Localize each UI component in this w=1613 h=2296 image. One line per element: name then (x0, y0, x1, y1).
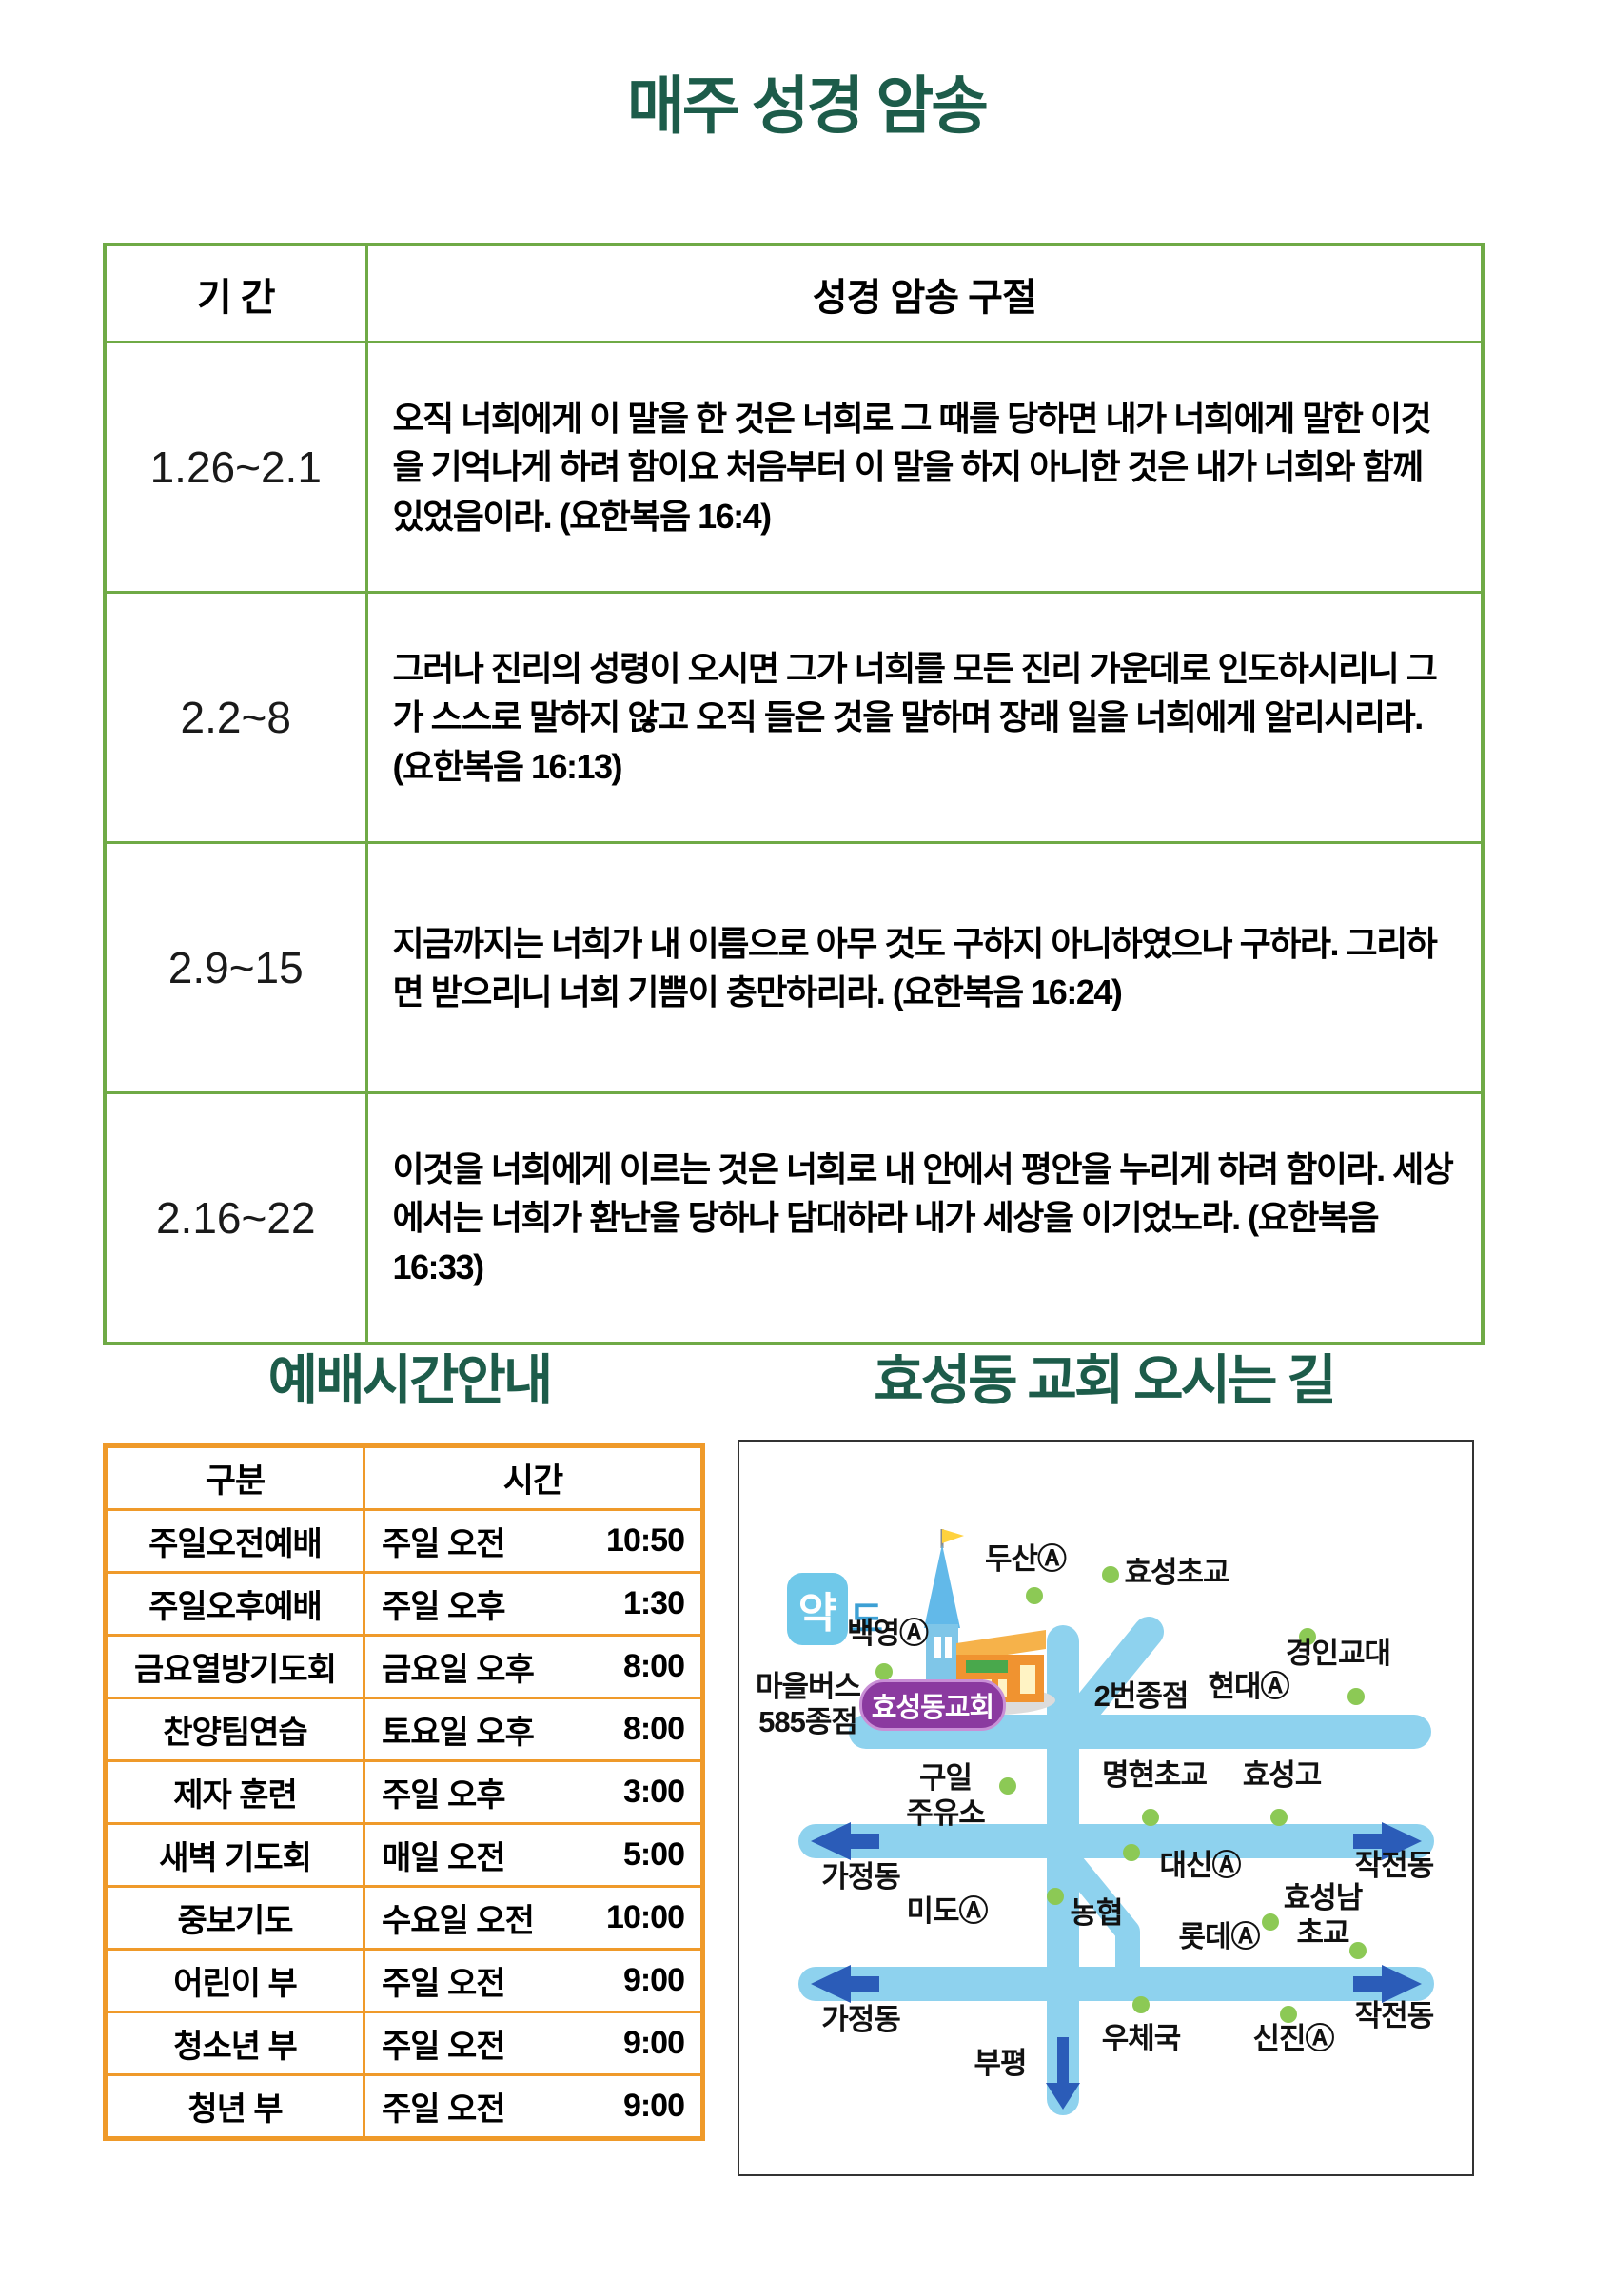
map-label-bupyeong: 부평 (974, 2047, 1027, 2080)
map-label-sinjin: 신진Ⓐ (1252, 2022, 1334, 2055)
directions-title: 효성동 교회 오시는 길 (874, 1350, 1336, 1411)
worship-schedule-title: 예배시간안내 (267, 1350, 554, 1411)
page-title: 매주 성경 암송 (627, 70, 989, 141)
service-time: 9:00 (622, 1962, 685, 1998)
table-row: 2.9~15 지금까지는 너희가 내 이름으로 아무 것도 구하지 아니하였으나… (103, 841, 1485, 1094)
service-day: 주일 오후 (382, 1589, 506, 1625)
service-name: 중보기도 (104, 1885, 365, 1951)
map-label-nonghyup: 농협 (1070, 1896, 1123, 1930)
period-cell: 1.26~2.1 (103, 341, 368, 594)
service-day: 금요일 오후 (382, 1652, 535, 1688)
table-row: 1.26~2.1 오직 너희에게 이 말을 한 것은 너희로 그 때를 당하면 … (103, 341, 1485, 594)
service-time: 1:30 (622, 1585, 685, 1621)
map-label-jakjeon-lower: 작전동 (1354, 1999, 1435, 2032)
map-label-guil: 구일 주유소 (906, 1761, 986, 1830)
name-header: 구분 (104, 1444, 365, 1511)
map-label-mido: 미도Ⓐ (906, 1894, 988, 1928)
direction-arrows (811, 1822, 1422, 2110)
directions-map: 약 도 효성동교회 두산Ⓐ 효성초교 백영Ⓐ 경인교대 마을버스 585종점 2… (738, 1440, 1474, 2176)
service-name: 청년 부 (104, 2073, 365, 2140)
service-time: 5:00 (622, 1836, 685, 1873)
map-label-jakjeon-upper: 작전동 (1354, 1849, 1435, 1882)
verse-cell: 이것을 너희에게 이르는 것은 너희로 내 안에서 평안을 누리게 하려 함이라… (364, 1091, 1485, 1345)
table-row: 2.2~8 그러나 진리의 성령이 오시면 그가 너희를 모든 진리 가운데로 … (103, 591, 1485, 844)
verse-cell: 지금까지는 너희가 내 이름으로 아무 것도 구하지 아니하였으나 구하라. 그… (364, 841, 1485, 1094)
table-row: 2.16~22 이것을 너희에게 이르는 것은 너희로 내 안에서 평안을 누리… (103, 1091, 1485, 1345)
table-row: 새벽 기도회 매일 오전 5:00 (104, 1822, 704, 1888)
table-row: 어린이 부 주일 오전 9:00 (104, 1948, 704, 2013)
service-name: 금요열방기도회 (104, 1634, 365, 1699)
schedule-table: 구분 시간 주일오전예배 주일 오전 10:50 주일오후예배 주일 오후 1:30… (103, 1443, 705, 2141)
map-label-lotte: 롯데Ⓐ (1178, 1920, 1260, 1953)
map-label-gajeong-lower: 가정동 (821, 2003, 901, 2036)
verse-header: 성경 암송 구절 (364, 243, 1485, 343)
map-label-hyosungnam: 효성남 초교 (1283, 1881, 1364, 1950)
schedule-header-row: 구분 시간 (104, 1444, 704, 1511)
table-row: 제자 훈련 주일 오후 3:00 (104, 1759, 704, 1825)
table-row: 청소년 부 주일 오전 9:00 (104, 2011, 704, 2076)
service-name: 찬양팀연습 (104, 1697, 365, 1762)
period-cell: 2.9~15 (103, 841, 368, 1094)
table-row: 찬양팀연습 토요일 오후 8:00 (104, 1697, 704, 1762)
table-row: 주일오후예배 주일 오후 1:30 (104, 1571, 704, 1637)
service-day: 주일 오전 (382, 1526, 506, 1562)
map-label-terminal2: 2번종점 (1093, 1679, 1190, 1713)
service-day: 주일 오후 (382, 1777, 506, 1814)
table-row: 청년 부 주일 오전 9:00 (104, 2073, 704, 2140)
service-time: 9:00 (622, 2025, 685, 2061)
service-time: 8:00 (622, 1648, 685, 1684)
map-label-maeulbus: 마을버스 585종점 (755, 1670, 861, 1738)
map-label-hyundai: 현대Ⓐ (1208, 1670, 1289, 1703)
period-cell: 2.2~8 (103, 591, 368, 844)
map-location-dots (875, 1566, 1367, 2023)
table-row: 금요열방기도회 금요일 오후 8:00 (104, 1634, 704, 1699)
service-name: 청소년 부 (104, 2011, 365, 2076)
service-time: 8:00 (622, 1711, 685, 1747)
time-header: 시간 (363, 1444, 704, 1511)
diagonal-road (1050, 1617, 1164, 1750)
service-name: 제자 훈련 (104, 1759, 365, 1825)
service-day: 토요일 오후 (382, 1715, 535, 1751)
service-name: 새벽 기도회 (104, 1822, 365, 1888)
service-name: 주일오전예배 (104, 1508, 365, 1574)
service-day: 주일 오전 (382, 1966, 506, 2002)
service-day: 수요일 오전 (382, 1903, 535, 1939)
service-name: 주일오후예배 (104, 1571, 365, 1637)
period-cell: 2.16~22 (103, 1091, 368, 1345)
service-day: 주일 오전 (382, 2029, 506, 2065)
map-roads-graphic (798, 1529, 1434, 2115)
table-row: 중보기도 수요일 오전 10:00 (104, 1885, 704, 1951)
map-label-daesin: 대신Ⓐ (1159, 1849, 1241, 1882)
map-label-baekyoung: 백영Ⓐ (846, 1617, 929, 1650)
service-time: 10:50 (606, 1522, 685, 1559)
service-name: 어린이 부 (104, 1948, 365, 2013)
map-label-myunghyun: 명현초교 (1101, 1758, 1208, 1792)
service-time: 10:00 (606, 1899, 685, 1935)
service-time: 3:00 (622, 1774, 685, 1810)
map-legend-badge: 약 (787, 1573, 848, 1645)
map-label-gajeong-upper: 가정동 (821, 1860, 901, 1894)
table-row: 주일오전예배 주일 오전 10:50 (104, 1508, 704, 1574)
map-label-ucheguk: 우체국 (1101, 2022, 1182, 2055)
service-time: 9:00 (622, 2088, 685, 2124)
church-name-badge: 효성동교회 (859, 1679, 1006, 1731)
verse-table-header-row: 기 간 성경 암송 구절 (103, 243, 1485, 343)
verse-table: 기 간 성경 암송 구절 1.26~2.1 오직 너희에게 이 말을 한 것은 … (103, 243, 1485, 1345)
verse-cell: 오직 너희에게 이 말을 한 것은 너희로 그 때를 당하면 내가 너희에게 말… (364, 341, 1485, 594)
connector-road (1055, 1846, 1140, 1989)
map-legend-label: 도 (850, 1600, 883, 1640)
service-day: 매일 오전 (382, 1840, 506, 1876)
verse-cell: 그러나 진리의 성령이 오시면 그가 너희를 모든 진리 가운데로 인도하시리니… (364, 591, 1485, 844)
map-label-hyosunggo: 효성고 (1242, 1758, 1323, 1792)
map-label-kyungin: 경인교대 (1285, 1637, 1391, 1670)
service-day: 주일 오전 (382, 2091, 506, 2128)
period-header: 기 간 (103, 243, 368, 343)
map-label-dusan: 두산Ⓐ (984, 1542, 1067, 1576)
map-label-hyosung-elem: 효성초교 (1124, 1556, 1229, 1589)
